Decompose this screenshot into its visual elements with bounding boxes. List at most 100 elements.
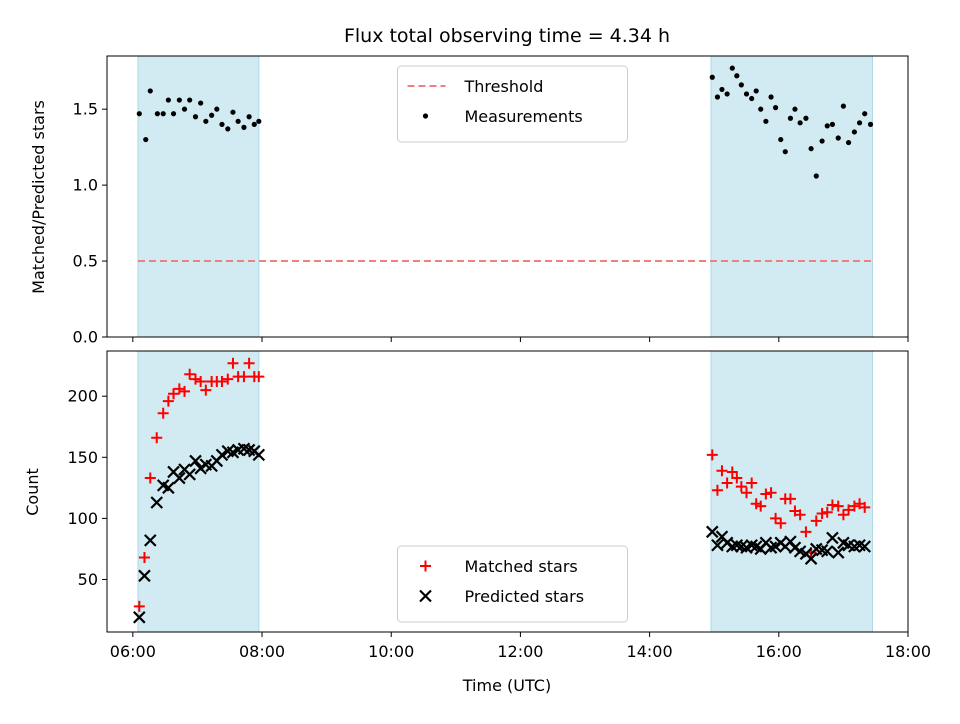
- measurement-point: [181, 106, 188, 112]
- matched-star-point: [765, 487, 777, 499]
- measurement-point: [187, 97, 193, 103]
- measurement-point: [203, 118, 209, 124]
- predicted-star-point: [831, 546, 845, 559]
- matched-star-point: [726, 466, 738, 478]
- measurement-point: [749, 95, 755, 102]
- measurement-point: [136, 111, 142, 117]
- legend-measurement-swatch: [422, 113, 429, 119]
- legend-label: Predicted stars: [465, 587, 585, 606]
- measurement-point: [724, 91, 730, 97]
- measurement-point: [714, 94, 721, 100]
- measurement-point: [840, 103, 847, 109]
- legend-label: Threshold: [464, 77, 544, 96]
- matched-star-point: [173, 383, 185, 395]
- matched-star-point: [760, 488, 772, 500]
- y-tick-label: 1.0: [73, 176, 98, 195]
- measurement-point: [772, 105, 779, 111]
- measurement-point: [225, 126, 231, 132]
- measurement-point: [176, 97, 182, 103]
- panel-0: 0.0 0.5 1.0 1.5 Threshold Measurements: [73, 55, 909, 347]
- x-tick-label: 10:00: [368, 642, 414, 661]
- matched-star-point: [775, 517, 787, 529]
- measurement-point: [165, 97, 171, 103]
- matched-star-point: [222, 373, 234, 385]
- measurement-point: [235, 118, 241, 124]
- legend-predicted-swatch: [419, 589, 432, 603]
- measurement-point: [192, 114, 199, 120]
- predicted-star-point: [784, 535, 797, 548]
- y-tick-label: 1.5: [73, 100, 98, 119]
- matched-star-point: [179, 385, 191, 397]
- matched-star-point: [816, 507, 828, 519]
- predicted-star-point: [183, 468, 196, 481]
- chart-title: Flux total observing time = 4.34 h: [344, 25, 670, 47]
- predicted-star-point: [804, 552, 818, 565]
- matched-star-point: [735, 481, 747, 493]
- measurement-point: [241, 124, 247, 130]
- panel-marks: [133, 357, 871, 624]
- y-tick-label: 200: [67, 387, 98, 406]
- measurement-point: [230, 109, 236, 115]
- legend-label: Measurements: [465, 107, 583, 126]
- x-tick-label: 16:00: [756, 642, 802, 661]
- measurement-point: [729, 65, 735, 71]
- measurement-point: [246, 114, 252, 120]
- predicted-star-point: [858, 540, 871, 553]
- predicted-star-point: [726, 540, 739, 553]
- matched-star-point: [706, 449, 718, 461]
- predicted-star-point: [711, 538, 724, 552]
- matched-star-point: [216, 376, 228, 388]
- matched-star-point: [168, 388, 180, 400]
- measurement-point: [856, 120, 863, 126]
- legend-label: Matched stars: [465, 557, 578, 576]
- measurement-point: [209, 112, 215, 118]
- panel-marks: [136, 65, 874, 263]
- matched-star-point: [746, 477, 758, 489]
- matched-star-point: [711, 484, 723, 496]
- legend-box: [397, 65, 628, 143]
- matched-star-point: [784, 493, 796, 505]
- predicted-star-point: [730, 538, 744, 552]
- x-axis-label: Time (UTC): [462, 676, 551, 695]
- predicted-star-point: [764, 541, 778, 554]
- predicted-star-point: [215, 448, 229, 462]
- panel-1: 50 100 150 200 06:00 08:00 10:00 12:00 14:00 16:0…: [67, 350, 931, 661]
- matched-star-point: [138, 551, 150, 563]
- matched-star-point: [721, 477, 733, 489]
- predicted-star-point: [150, 496, 164, 509]
- observing-interval-shade: [710, 350, 873, 633]
- predicted-star-point: [133, 611, 146, 624]
- matched-star-point: [200, 384, 212, 396]
- x-tick-label: 08:00: [239, 642, 285, 661]
- measurement-point: [154, 111, 160, 117]
- predicted-star-point: [252, 448, 266, 462]
- measurement-point: [782, 149, 788, 155]
- measurement-point: [808, 146, 814, 152]
- predicted-star-point: [705, 525, 719, 539]
- measurement-point: [709, 74, 715, 80]
- y-tick-label: 50: [78, 570, 98, 589]
- legend: Threshold Measurements: [397, 65, 628, 143]
- series-x: [133, 442, 871, 624]
- measurement-point: [792, 106, 798, 112]
- matched-star-point: [731, 472, 743, 484]
- series-plus: [133, 357, 871, 612]
- matched-star-point: [189, 373, 201, 385]
- measurement-point: [803, 115, 809, 121]
- matched-star-point: [157, 407, 169, 419]
- measurement-point: [797, 120, 803, 126]
- x-tick-label: 14:00: [627, 642, 673, 661]
- matched-star-point: [810, 515, 822, 527]
- legend-box: [397, 545, 628, 623]
- matched-star-point: [821, 506, 833, 518]
- measurement-point: [734, 73, 740, 79]
- measurement-point: [743, 91, 750, 97]
- measurement-point: [787, 115, 794, 121]
- measurement-point: [198, 100, 204, 106]
- matched-star-point: [195, 376, 207, 388]
- x-tick-label: 18:00: [885, 642, 931, 661]
- measurement-point: [813, 173, 819, 179]
- matched-star-point: [144, 472, 156, 484]
- legend-matched-swatch: [420, 560, 431, 572]
- matched-star-point: [238, 371, 250, 383]
